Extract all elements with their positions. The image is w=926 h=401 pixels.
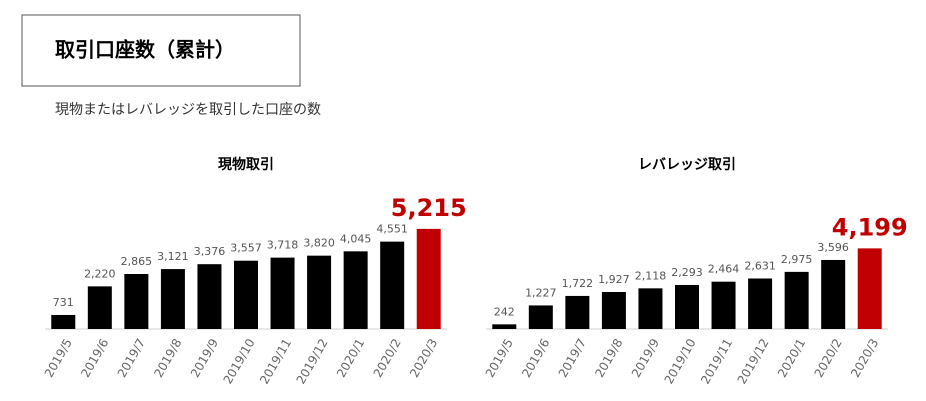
x-tick-label: 2019/9 — [188, 336, 221, 380]
value-label: 2,631 — [744, 259, 776, 272]
x-tick-label: 2020/2 — [371, 336, 404, 380]
value-label: 3,820 — [303, 237, 335, 250]
value-label: 3,557 — [230, 242, 262, 255]
bar — [51, 314, 76, 329]
bar — [343, 251, 368, 329]
x-tick-label: 2019/6 — [78, 336, 111, 380]
x-tick-label: 2020/1 — [334, 336, 367, 380]
value-label: 3,376 — [194, 245, 226, 258]
bar — [528, 305, 553, 329]
x-tick-label: 2019/7 — [115, 336, 148, 380]
value-label: 242 — [494, 305, 515, 318]
title-box — [21, 14, 301, 87]
value-label: 4,045 — [340, 232, 372, 245]
x-tick-label: 2019/11 — [698, 336, 735, 386]
x-tick-label: 2019/10 — [221, 336, 258, 386]
bar — [416, 228, 441, 329]
x-tick-label: 2020/3 — [848, 336, 881, 380]
bar — [87, 286, 112, 329]
value-label: 3,121 — [157, 250, 189, 263]
bar — [160, 269, 185, 329]
x-tick-label: 2019/8 — [592, 336, 625, 380]
x-tick-label: 2019/6 — [519, 336, 552, 380]
value-label: 2,293 — [671, 266, 703, 279]
subtitle: 現物またはレバレッジを取引した口座の数 — [55, 102, 321, 118]
value-label: 2,975 — [781, 253, 813, 266]
x-tick-label: 2019/9 — [629, 336, 662, 380]
bar — [675, 284, 699, 329]
bar — [784, 271, 809, 329]
x-tick-label: 2020/3 — [407, 336, 440, 380]
x-tick-label: 2019/12 — [294, 336, 331, 386]
bar — [711, 281, 736, 329]
chart-title: 現物取引 — [218, 156, 274, 173]
bar — [270, 257, 295, 329]
bar — [380, 241, 405, 329]
value-label: 2,464 — [708, 263, 740, 276]
value-label: 2,220 — [84, 267, 116, 280]
bar — [124, 273, 149, 329]
value-label: 1,722 — [562, 277, 594, 290]
x-tick-label: 2019/5 — [483, 336, 516, 380]
value-label: 3,718 — [267, 239, 299, 252]
value-label: 2,118 — [635, 269, 667, 282]
value-label: 1,227 — [525, 286, 557, 299]
chart-title: レバレッジ取引 — [638, 157, 736, 173]
x-tick-label: 2019/5 — [42, 336, 75, 380]
bar — [234, 260, 258, 329]
bar — [492, 324, 517, 329]
bar — [638, 288, 663, 329]
bar — [197, 264, 222, 329]
x-tick-label: 2019/11 — [257, 336, 294, 386]
x-tick-label: 2020/1 — [775, 336, 808, 380]
value-label: 1,927 — [598, 273, 630, 286]
bar — [565, 295, 590, 329]
bar — [748, 278, 773, 329]
bar — [601, 292, 626, 329]
value-label: 3,596 — [817, 241, 849, 254]
value-label: 4,199 — [832, 213, 908, 241]
value-label: 2,865 — [121, 255, 153, 268]
x-tick-label: 2019/12 — [735, 336, 772, 386]
x-tick-label: 2019/10 — [662, 336, 699, 386]
x-tick-label: 2019/7 — [556, 336, 589, 380]
bar — [821, 259, 846, 329]
bar — [857, 248, 882, 329]
value-label: 4,551 — [376, 223, 408, 236]
value-label: 5,215 — [391, 194, 467, 222]
page-title: 取引口座数（累計） — [55, 38, 235, 62]
bar — [307, 255, 332, 329]
value-label: 731 — [53, 296, 74, 309]
x-tick-label: 2020/2 — [812, 336, 845, 380]
x-tick-label: 2019/8 — [151, 336, 184, 380]
